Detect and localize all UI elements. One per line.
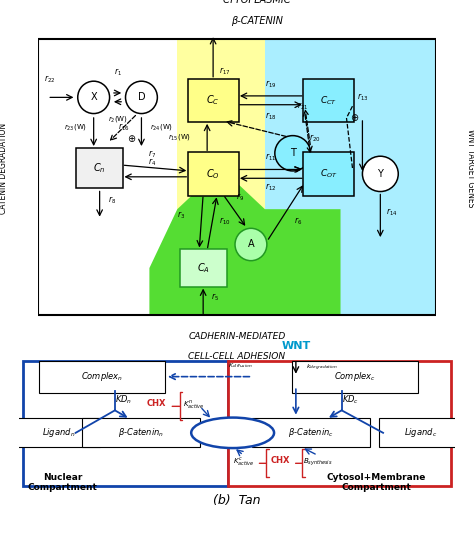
Text: (a)  VL: (a) VL bbox=[217, 379, 257, 392]
FancyBboxPatch shape bbox=[38, 361, 165, 393]
Text: Y: Y bbox=[377, 169, 383, 179]
Text: $KD_n$: $KD_n$ bbox=[115, 393, 132, 406]
Text: $r_4$: $r_4$ bbox=[148, 156, 156, 168]
Ellipse shape bbox=[235, 228, 267, 261]
FancyBboxPatch shape bbox=[76, 148, 123, 188]
FancyBboxPatch shape bbox=[292, 361, 418, 393]
Text: $r_3$: $r_3$ bbox=[177, 209, 185, 221]
Text: $C_{OT}$: $C_{OT}$ bbox=[320, 167, 337, 180]
Text: T: T bbox=[290, 148, 296, 158]
Text: $r_{13}$: $r_{13}$ bbox=[356, 91, 368, 103]
Text: $\oplus$: $\oplus$ bbox=[350, 112, 359, 124]
Text: $r_{21}$: $r_{21}$ bbox=[297, 101, 309, 112]
FancyBboxPatch shape bbox=[17, 418, 100, 447]
Text: WNT: WNT bbox=[281, 341, 310, 351]
Text: $r_1$: $r_1$ bbox=[114, 67, 121, 78]
FancyBboxPatch shape bbox=[303, 79, 354, 122]
FancyBboxPatch shape bbox=[379, 418, 462, 447]
Text: $C_O$: $C_O$ bbox=[206, 167, 220, 181]
FancyBboxPatch shape bbox=[228, 361, 451, 486]
Text: $r_{10}$: $r_{10}$ bbox=[219, 215, 231, 227]
Text: $K^c_{active}$: $K^c_{active}$ bbox=[233, 455, 254, 468]
Ellipse shape bbox=[126, 81, 157, 113]
Text: $r_5$: $r_5$ bbox=[211, 292, 219, 303]
FancyBboxPatch shape bbox=[82, 418, 200, 447]
Text: $r_{12}$: $r_{12}$ bbox=[265, 181, 276, 193]
Text: TRANSCRIPTION OF
WNT TARGET GENES: TRANSCRIPTION OF WNT TARGET GENES bbox=[466, 129, 474, 207]
Text: $C_A$: $C_A$ bbox=[197, 261, 210, 275]
FancyBboxPatch shape bbox=[23, 361, 228, 486]
Text: X: X bbox=[91, 93, 97, 102]
FancyBboxPatch shape bbox=[180, 249, 227, 287]
Text: $r_{11}$: $r_{11}$ bbox=[265, 152, 276, 163]
Text: $r_{17}$: $r_{17}$ bbox=[219, 65, 231, 77]
Text: Nuclear
Compartment: Nuclear Compartment bbox=[27, 473, 98, 492]
Text: $Complex_n$: $Complex_n$ bbox=[81, 370, 123, 383]
Text: $r_{14}$: $r_{14}$ bbox=[386, 207, 398, 218]
Text: $Complex_c$: $Complex_c$ bbox=[334, 370, 376, 383]
Text: CHX: CHX bbox=[271, 456, 291, 465]
Ellipse shape bbox=[275, 135, 310, 171]
Text: CHX: CHX bbox=[146, 399, 166, 408]
Text: $r_{24}$(W): $r_{24}$(W) bbox=[150, 122, 173, 132]
Text: D: D bbox=[137, 93, 145, 102]
Text: $K^n_{active}$: $K^n_{active}$ bbox=[183, 398, 204, 410]
FancyBboxPatch shape bbox=[252, 418, 370, 447]
Ellipse shape bbox=[191, 417, 274, 448]
Text: $C_n$: $C_n$ bbox=[93, 161, 106, 175]
Ellipse shape bbox=[78, 81, 109, 113]
Text: $B_{synthesis}$: $B_{synthesis}$ bbox=[303, 456, 333, 468]
Text: $r_2$(W): $r_2$(W) bbox=[108, 114, 128, 125]
Text: $r_{15}$(W): $r_{15}$(W) bbox=[168, 132, 191, 142]
Text: (b)  Tan: (b) Tan bbox=[213, 494, 261, 507]
Text: $r_{16}$: $r_{16}$ bbox=[118, 121, 129, 133]
Text: $r_{18}$: $r_{18}$ bbox=[265, 111, 277, 122]
Text: $r_8$: $r_8$ bbox=[108, 195, 116, 206]
Text: $r_{22}$: $r_{22}$ bbox=[44, 74, 55, 86]
Text: CADHERIN-MEDIATED: CADHERIN-MEDIATED bbox=[188, 332, 286, 341]
Text: $C_C$: $C_C$ bbox=[206, 94, 220, 107]
Text: $Ligand_c$: $Ligand_c$ bbox=[403, 426, 437, 439]
Text: CYTOPLASMIC: CYTOPLASMIC bbox=[223, 0, 291, 5]
Text: $r_6$: $r_6$ bbox=[293, 215, 302, 227]
FancyBboxPatch shape bbox=[188, 79, 238, 122]
Text: $Ligand_n$: $Ligand_n$ bbox=[42, 426, 75, 439]
Text: $K_{diffusion}$: $K_{diffusion}$ bbox=[228, 361, 252, 370]
Text: β-CATENIN: β-CATENIN bbox=[231, 16, 283, 26]
Text: $r_{23}$(W): $r_{23}$(W) bbox=[64, 122, 87, 132]
Ellipse shape bbox=[363, 156, 398, 192]
Bar bbox=[177, 39, 265, 315]
Text: $\oplus$: $\oplus$ bbox=[127, 133, 136, 144]
Text: $KD_c$: $KD_c$ bbox=[342, 393, 359, 406]
Text: $\beta$-$Catenin_c$: $\beta$-$Catenin_c$ bbox=[288, 426, 334, 439]
Text: Cytosol+Membrane
Compartment: Cytosol+Membrane Compartment bbox=[327, 473, 426, 492]
Text: $r_9$: $r_9$ bbox=[236, 192, 244, 203]
Bar bbox=[265, 39, 436, 315]
Polygon shape bbox=[149, 168, 340, 315]
Text: $k_{degradation}$: $k_{degradation}$ bbox=[306, 362, 338, 372]
Text: APC MEDIATED
CATENIN DEGRADATION: APC MEDIATED CATENIN DEGRADATION bbox=[0, 123, 8, 213]
Text: $r_{20}$: $r_{20}$ bbox=[309, 133, 320, 144]
Text: $r_7$: $r_7$ bbox=[148, 149, 156, 160]
FancyBboxPatch shape bbox=[303, 152, 354, 196]
Text: $C_{CT}$: $C_{CT}$ bbox=[320, 94, 337, 106]
Text: $\beta$-$Catenin_n$: $\beta$-$Catenin_n$ bbox=[118, 426, 164, 439]
FancyBboxPatch shape bbox=[188, 152, 238, 196]
Text: A: A bbox=[247, 240, 254, 249]
Text: $r_{19}$: $r_{19}$ bbox=[265, 79, 277, 90]
Text: CELL-CELL ADHESION: CELL-CELL ADHESION bbox=[189, 352, 285, 361]
